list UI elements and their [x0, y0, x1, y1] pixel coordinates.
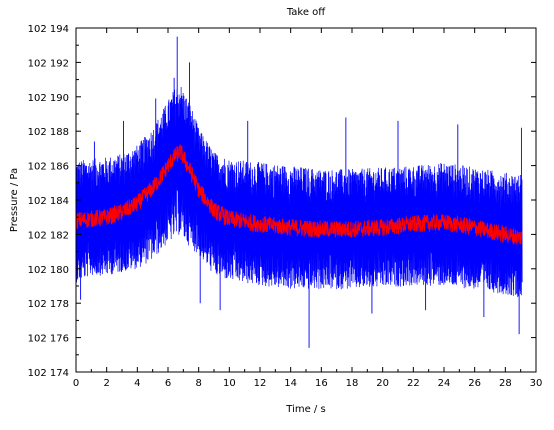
y-tick-label: 102 180 [28, 265, 69, 276]
x-tick-label: 10 [223, 378, 236, 389]
x-tick-label: 4 [134, 378, 140, 389]
x-tick-label: 18 [346, 378, 359, 389]
y-tick-label: 102 182 [28, 230, 69, 241]
y-tick-label: 102 184 [28, 196, 69, 207]
x-tick-label: 26 [468, 378, 481, 389]
series-layer [75, 36, 523, 348]
x-tick-label: 24 [438, 378, 451, 389]
y-tick-label: 102 176 [28, 334, 69, 345]
x-tick-label: 20 [376, 378, 389, 389]
x-tick-label: 28 [499, 378, 512, 389]
y-tick-label: 102 174 [28, 368, 69, 379]
x-tick-label: 14 [284, 378, 297, 389]
raw-pressure-spikes [80, 36, 522, 348]
y-tick-label: 102 186 [28, 162, 69, 173]
x-tick-label: 8 [195, 378, 201, 389]
x-tick-label: 22 [407, 378, 420, 389]
x-tick-label: 6 [165, 378, 171, 389]
x-tick-label: 30 [530, 378, 543, 389]
y-tick-label: 102 178 [28, 299, 69, 310]
x-tick-label: 2 [103, 378, 109, 389]
y-tick-label: 102 190 [28, 93, 69, 104]
y-axis-label: Pressure / Pa [9, 168, 20, 232]
y-tick-label: 102 192 [28, 58, 69, 69]
x-tick-label: 16 [315, 378, 328, 389]
chart-title: Take off [286, 7, 326, 18]
y-tick-label: 102 188 [28, 127, 69, 138]
x-axis-label: Time / s [285, 404, 325, 415]
x-tick-label: 0 [73, 378, 79, 389]
y-tick-label: 102 194 [28, 24, 69, 35]
filtered-pressure-series [75, 144, 523, 245]
x-tick-label: 12 [254, 378, 267, 389]
